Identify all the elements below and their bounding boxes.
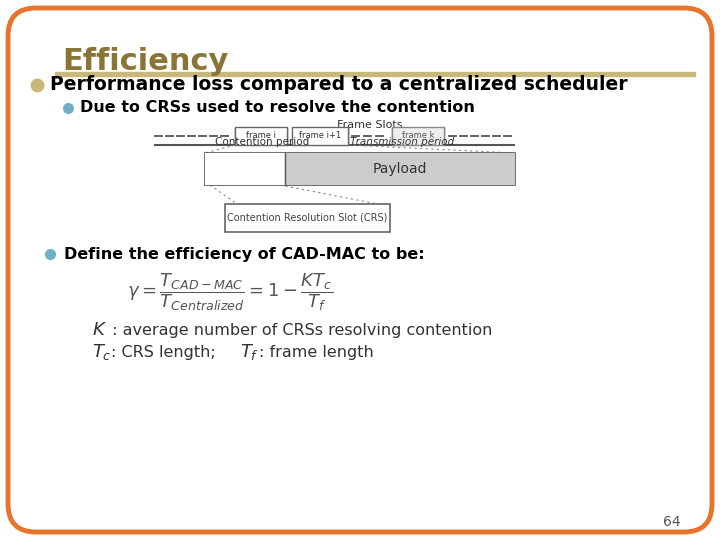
Bar [285,153,515,185]
Text: Performance loss compared to a centralized scheduler: Performance loss compared to a centraliz… [50,76,628,94]
Bar [292,127,348,145]
Bar [392,127,444,145]
Text: Transmission period: Transmission period [350,137,454,147]
Bar [235,127,287,145]
Text: frame i: frame i [246,132,276,140]
Bar [205,153,515,185]
Text: $\gamma = \dfrac{T_{CAD-MAC}}{T_{Centralized}} = 1 - \dfrac{KT_c}{T_f}$: $\gamma = \dfrac{T_{CAD-MAC}}{T_{Central… [127,271,333,313]
Text: frame i+1: frame i+1 [299,132,341,140]
Text: Contention period: Contention period [215,137,310,147]
Text: : CRS length;: : CRS length; [111,345,216,360]
Text: $K$: $K$ [92,321,107,339]
Text: : average number of CRSs resolving contention: : average number of CRSs resolving conte… [107,322,492,338]
Bar [225,204,390,232]
Text: frame k: frame k [402,132,434,140]
Text: Define the efficiency of CAD-MAC to be:: Define the efficiency of CAD-MAC to be: [64,246,425,261]
FancyBboxPatch shape [8,8,712,532]
Text: Efficiency: Efficiency [62,47,228,76]
Text: $T_c$: $T_c$ [92,342,112,362]
Bar [205,153,285,185]
Text: : frame length: : frame length [259,345,374,360]
Text: Payload: Payload [373,162,427,176]
Text: Frame Slots: Frame Slots [337,120,402,130]
Text: 64: 64 [663,515,681,529]
Text: Contention Resolution Slot (CRS): Contention Resolution Slot (CRS) [228,213,387,223]
Text: Due to CRSs used to resolve the contention: Due to CRSs used to resolve the contenti… [80,100,475,116]
Text: $T_f$: $T_f$ [240,342,259,362]
